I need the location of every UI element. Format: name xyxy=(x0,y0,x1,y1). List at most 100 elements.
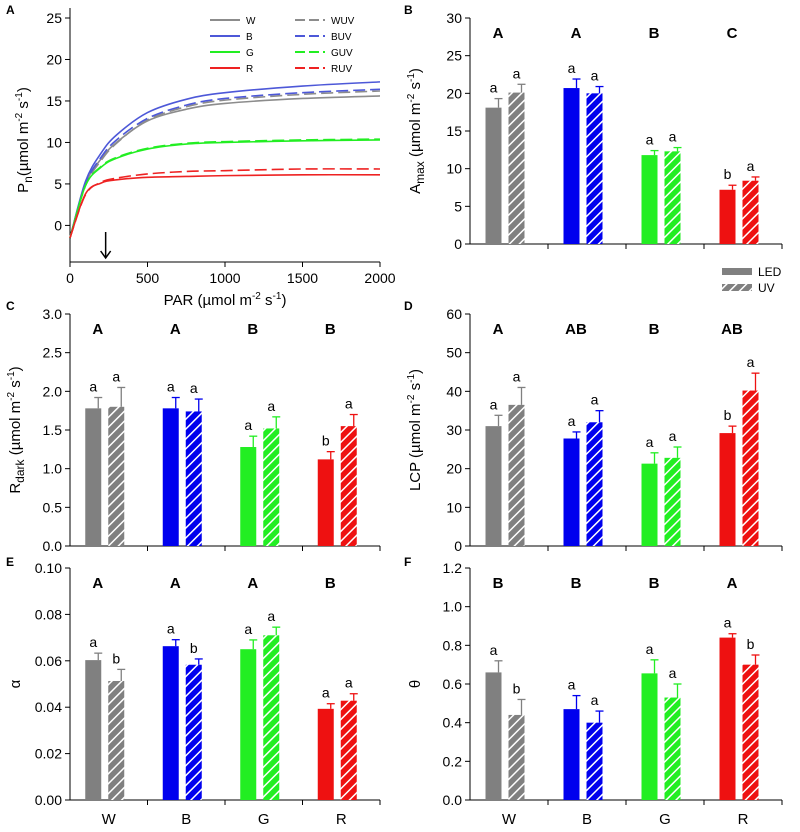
group-significance-letter: A xyxy=(571,25,582,42)
legend-label-r: R xyxy=(246,64,253,75)
significance-letter: a xyxy=(244,621,252,637)
bar-b-uv xyxy=(185,664,202,800)
significance-letter: a xyxy=(513,368,521,384)
legend-swatch-uv xyxy=(722,284,752,291)
bar-b-led xyxy=(162,646,179,800)
y-axis-title-part: ) xyxy=(7,366,24,371)
y-tick-label: 20 xyxy=(46,51,62,67)
bar-g-led xyxy=(641,673,658,800)
bar-g-led xyxy=(240,649,257,800)
y-tick-label: 50 xyxy=(446,345,462,361)
y-tick-label: 0.10 xyxy=(35,560,62,576)
significance-letter: b xyxy=(112,650,120,666)
significance-letter: a xyxy=(747,158,755,174)
y-tick-label: 2.5 xyxy=(43,345,63,361)
bar-r-uv xyxy=(742,390,759,546)
group-significance-letter: C xyxy=(727,25,738,42)
bar-b-led xyxy=(563,88,580,244)
significance-letter: a xyxy=(244,417,252,433)
x-category-label: W xyxy=(502,811,517,828)
bar-r-led xyxy=(719,433,736,546)
bar-g-led xyxy=(240,447,257,546)
y-tick-label: 0.5 xyxy=(43,499,63,515)
group-significance-letter: B xyxy=(649,575,660,592)
group-significance-letter: B xyxy=(571,575,582,592)
legend-swatch-led xyxy=(722,268,752,275)
significance-letter: b xyxy=(724,166,732,182)
group-significance-letter: A xyxy=(92,575,103,592)
y-tick-label: 20 xyxy=(446,85,462,101)
significance-letter: a xyxy=(591,392,599,408)
y-tick-label: 0.0 xyxy=(43,538,63,554)
y-tick-label: 0.00 xyxy=(35,792,62,808)
y-tick-label: 5 xyxy=(454,198,462,214)
bar-g-uv xyxy=(263,635,280,800)
y-tick-label: 1.0 xyxy=(43,461,63,477)
y-tick-label: 0.08 xyxy=(35,606,62,622)
y-axis-title-part: -1 xyxy=(14,92,25,101)
significance-letter: b xyxy=(513,680,521,696)
y-tick-label: 1.5 xyxy=(43,422,63,438)
y-axis-title-part: n xyxy=(21,176,35,183)
significance-letter: a xyxy=(267,398,275,414)
group-significance-letter: A xyxy=(493,25,504,42)
bar-w-uv xyxy=(508,714,525,800)
group-significance-letter: B xyxy=(325,321,336,338)
significance-letter: a xyxy=(89,379,97,395)
bar-g-led xyxy=(641,463,658,546)
x-axis-title-part: µmol m xyxy=(202,292,251,309)
group-significance-letter: AB xyxy=(565,321,587,338)
x-category-label: R xyxy=(336,811,347,828)
y-axis-title-part: ) xyxy=(15,87,32,92)
y-axis-title-part: dark xyxy=(13,458,27,482)
significance-letter: a xyxy=(591,692,599,708)
x-axis-title-part: -2 xyxy=(252,291,261,302)
y-axis-title-part: max xyxy=(413,161,427,184)
y-tick-label: 10 xyxy=(446,161,462,177)
bar-w-led xyxy=(485,426,502,546)
bar-g-uv xyxy=(664,697,681,800)
significance-letter: a xyxy=(646,132,654,148)
bar-r-led xyxy=(719,189,736,244)
y-axis-title-part: (µmol m xyxy=(407,403,424,462)
y-tick-label: 0.02 xyxy=(35,746,62,762)
significance-letter: a xyxy=(669,428,677,444)
bar-w-uv xyxy=(108,406,125,546)
y-axis-title-part: -2 xyxy=(406,93,417,102)
y-tick-label: 2.0 xyxy=(43,383,63,399)
y-tick-label: 3.0 xyxy=(43,306,63,322)
panel-label: F xyxy=(404,555,411,569)
bar-g-led xyxy=(641,155,658,244)
bar-g-uv xyxy=(664,151,681,244)
bar-w-uv xyxy=(108,680,125,800)
x-axis-title-part: -1 xyxy=(273,291,282,302)
panel-a-light-response-curves: A 0 5 10 15 20 25 0 500 1000 1500 2000 W WUV B BUV G GUV R… xyxy=(6,3,396,309)
significance-letter: a xyxy=(322,685,330,701)
group-significance-letter: B xyxy=(493,575,504,592)
y-axis-title-part: -2 xyxy=(14,112,25,121)
y-tick-label: 25 xyxy=(446,48,462,64)
y-tick-label: 0.0 xyxy=(443,792,463,808)
y-axis-title-part: (µmol m xyxy=(15,122,32,176)
bar-w-led xyxy=(85,660,102,800)
significance-letter: a xyxy=(490,642,498,658)
bar-b-uv xyxy=(185,411,202,546)
legend-label-uv: UV xyxy=(758,281,775,295)
legend-label-buv: BUV xyxy=(331,32,352,43)
significance-letter: a xyxy=(669,129,677,145)
bar-b-uv xyxy=(586,93,603,244)
bar-b-uv xyxy=(586,422,603,546)
y-tick-label: 1.0 xyxy=(443,599,463,615)
x-axis-title-part: PAR ( xyxy=(164,292,203,309)
legend-label-led: LED xyxy=(758,265,782,279)
significance-letter: a xyxy=(89,634,97,650)
legend-label-guv: GUV xyxy=(331,48,353,59)
y-tick-label: 15 xyxy=(46,93,62,109)
y-tick-label: 20 xyxy=(446,461,462,477)
legend-label-wuv: WUV xyxy=(331,16,355,27)
significance-letter: a xyxy=(112,368,120,384)
bar-g-uv xyxy=(263,428,280,546)
